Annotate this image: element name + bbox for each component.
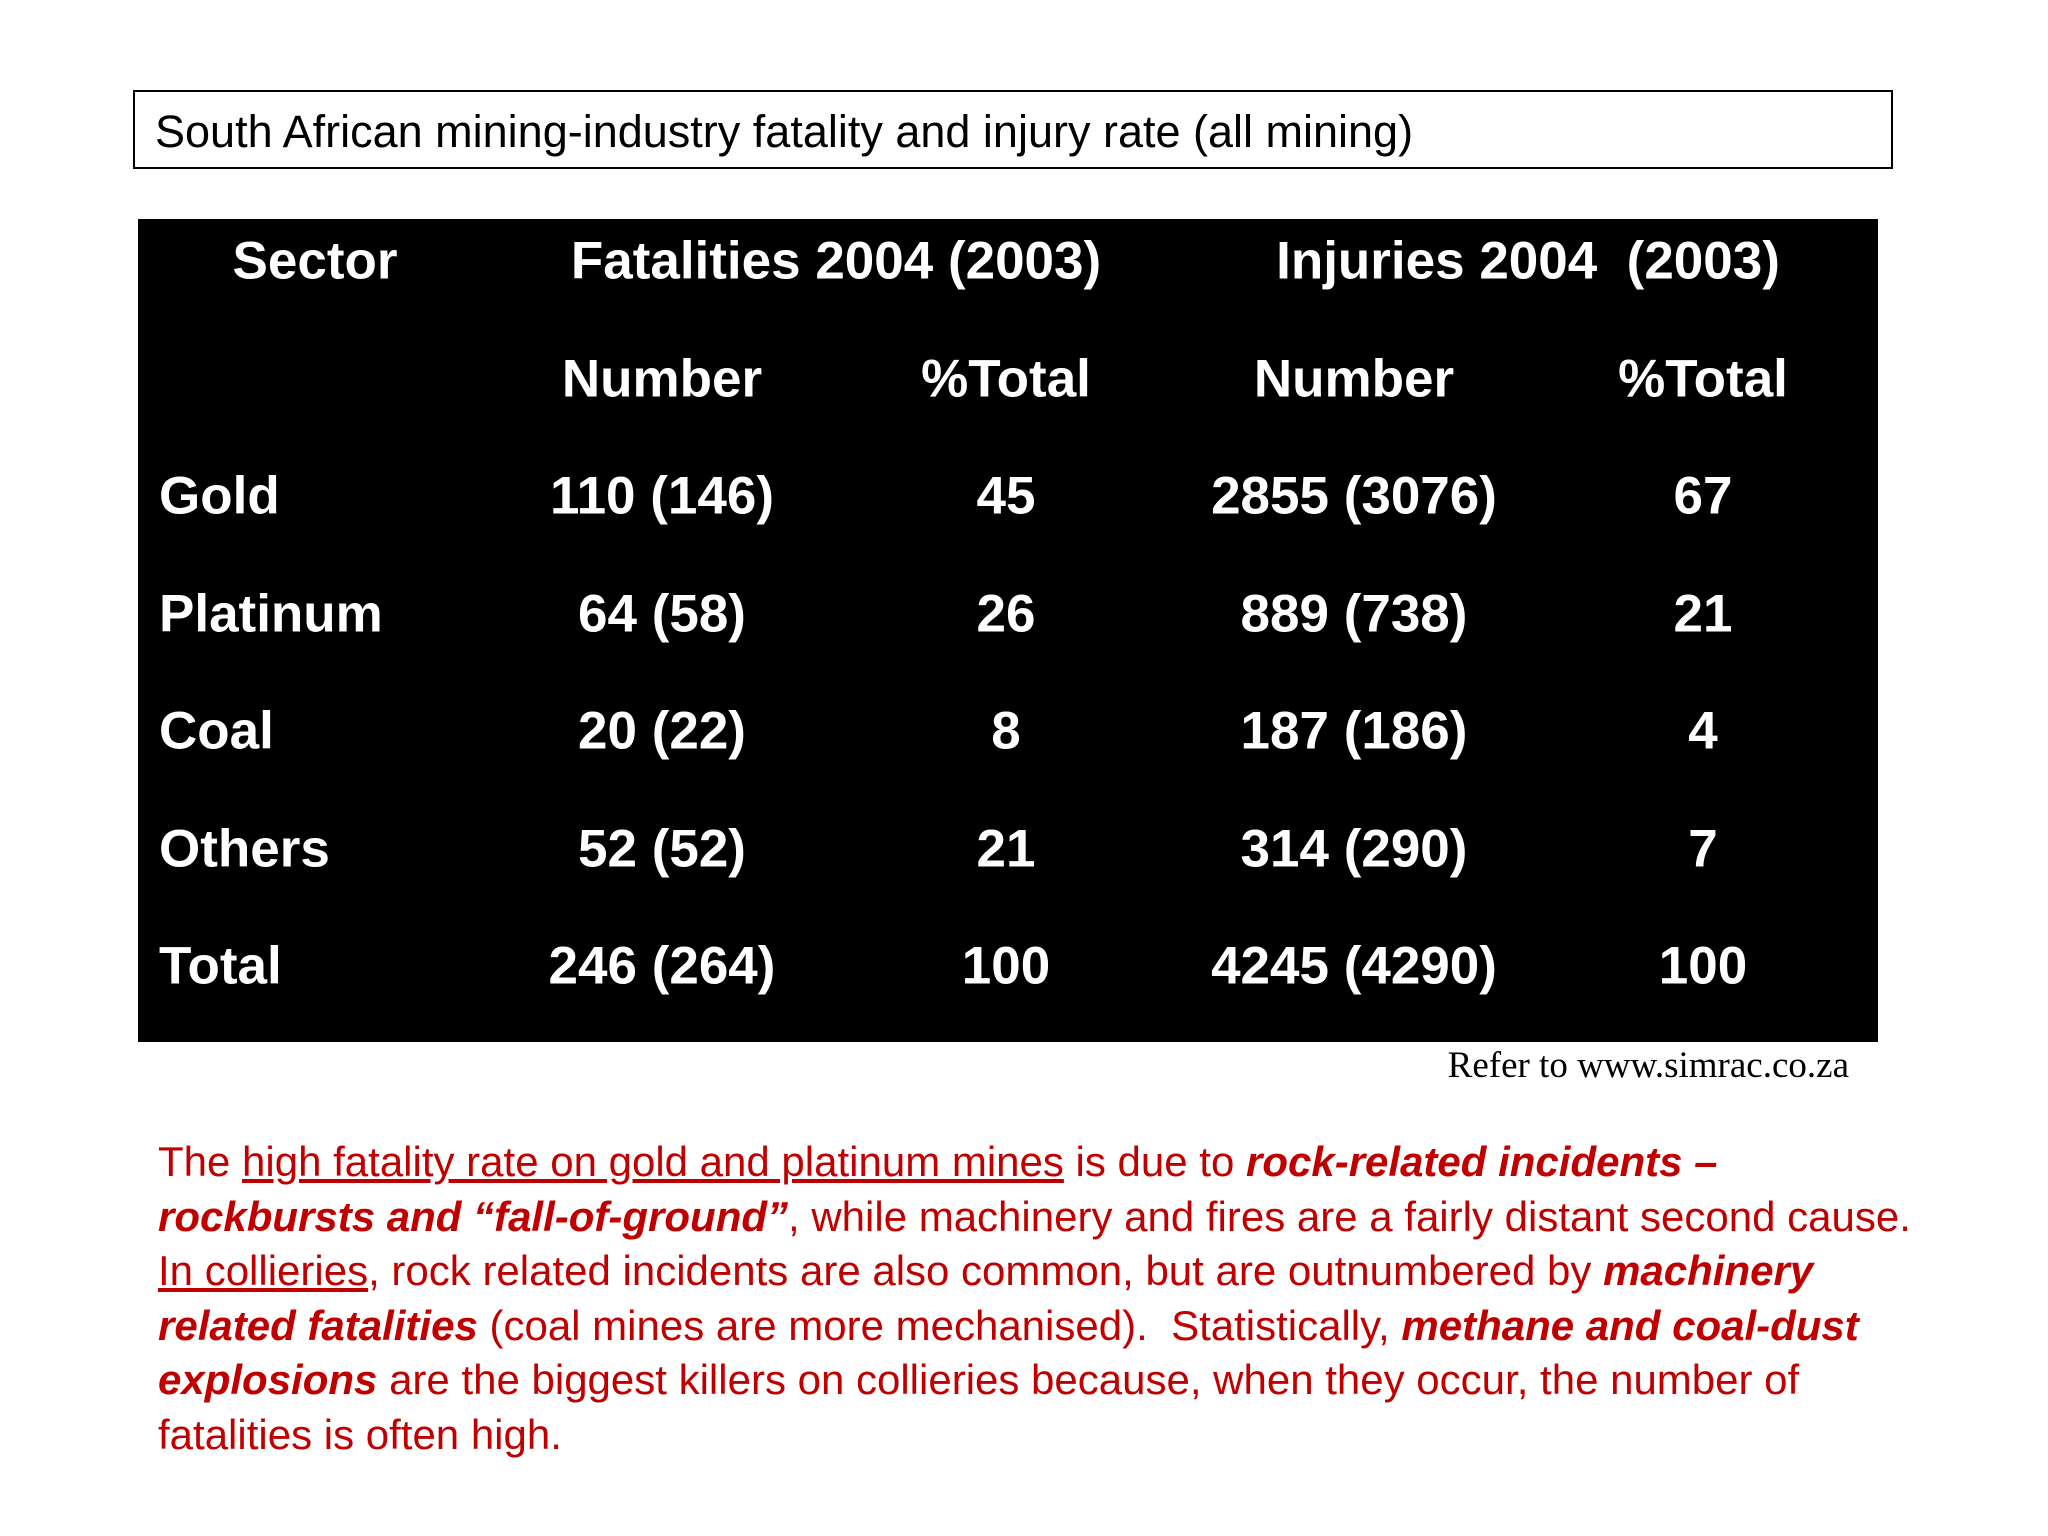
data-table: Sector Fatalities 2004 (2003) Injuries 200… [138,219,1878,1042]
table-cell: 187 (186) [1240,701,1468,761]
text: , while machinery and fires are a fairly… [788,1192,1935,1240]
table-cell: 67 [1673,466,1733,526]
source-note: Refer to www.simrac.co.za [1447,1045,1849,1086]
table-cell: 7 [1688,819,1718,878]
row-label: Others [159,819,330,878]
text-emphasis: rock-related incidents – rockbursts and … [158,1138,1730,1240]
column-subheader: Number [561,349,763,409]
column-header: Sector [232,231,398,291]
row-label: Total [159,936,282,996]
column-subheader: Number [1253,349,1455,409]
slide-title: South African mining-industry fatality a… [133,90,1893,169]
table-cell: 64 (58) [578,584,746,643]
table-cell: 20 (22) [578,701,746,761]
table-cell: 4245 (4290) [1211,936,1497,996]
column-header: Injuries 2004 (2003) [1276,231,1780,291]
table-cell: 8 [991,701,1021,761]
table-cell: 246 (264) [548,936,776,996]
table-cell: 889 (738) [1240,584,1468,643]
table-cell: 100 [961,936,1051,996]
explanation: The high fatality rate on gold and plati… [158,1135,1918,1462]
table-cell: 4 [1688,701,1718,761]
table-cell: 314 (290) [1240,819,1468,878]
row-label: Platinum [159,584,383,643]
table-cell: 110 (146) [550,466,774,526]
text-underlined: high fatality rate on gold and platinum … [242,1138,1064,1185]
text: (coal mines are more mechanised). Statis… [477,1301,1402,1349]
table-cell: 100 [1658,936,1748,996]
table-cell: 26 [976,584,1036,643]
column-subheader: %Total [921,349,1091,409]
text-emphasis: methane and coal-dust explosions [158,1301,1871,1404]
table-cell: 45 [976,466,1036,526]
column-subheader: %Total [1618,349,1788,409]
table-cell: 2855 (3076) [1211,466,1497,526]
table-cell: 21 [1673,584,1733,643]
table-cell: 21 [976,819,1036,878]
text: is due to [1063,1138,1246,1185]
row-label: Coal [159,701,274,761]
text: The [158,1138,243,1185]
text: are the biggest killers on collieries be… [158,1356,1811,1458]
text-underlined: In collieries [158,1247,369,1294]
column-header: Fatalities 2004 (2003) [570,231,1102,291]
row-label: Gold [159,466,280,526]
text: , rock related incidents are also common… [368,1247,1604,1294]
text-emphasis: machinery related fatalities [158,1247,1825,1349]
table-cell: 52 (52) [578,819,746,878]
